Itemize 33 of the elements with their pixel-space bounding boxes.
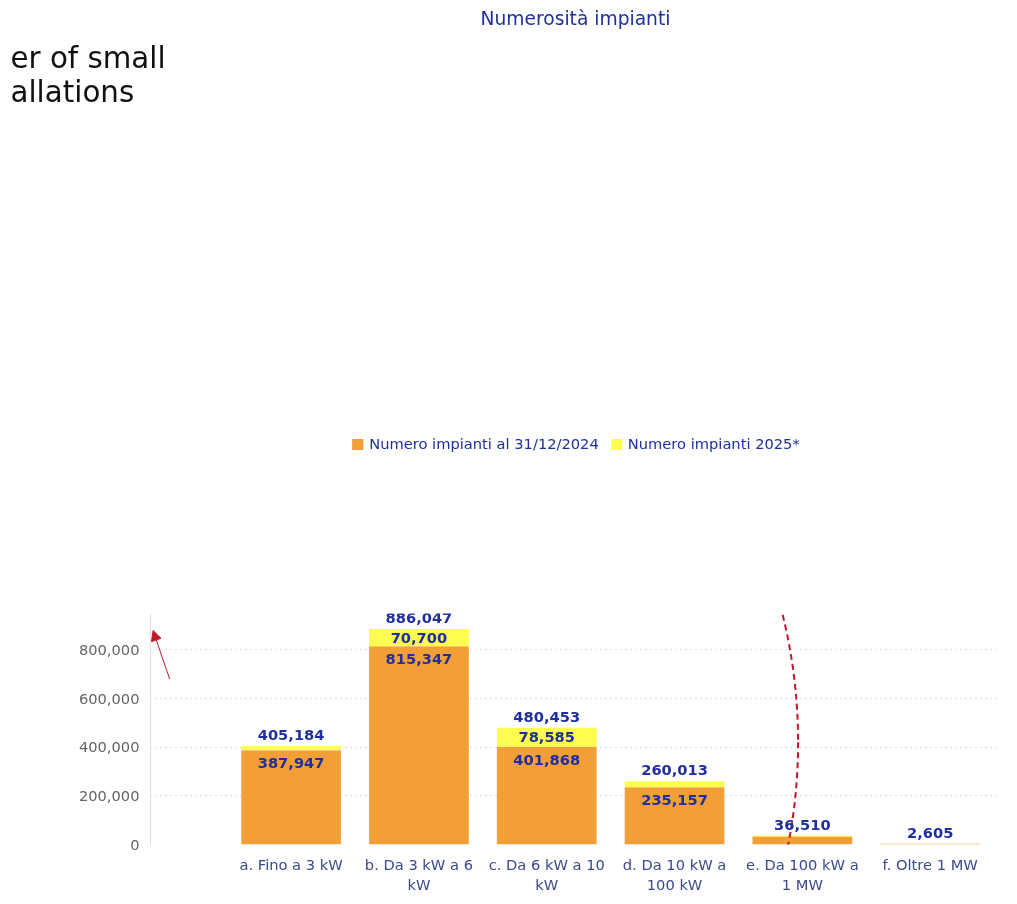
bar	[241, 745, 341, 751]
x-tick-label: c. Da 6 kW a 10 kW	[488, 855, 605, 893]
bar	[369, 646, 469, 845]
total-label: 2,605	[907, 823, 954, 841]
bar	[241, 750, 341, 845]
y-tick-label: 0	[130, 835, 140, 853]
data-label: 815,347	[385, 650, 453, 668]
data-label: 401,868	[513, 750, 581, 768]
x-tick-label: f. Oltre 1 MW	[882, 855, 979, 873]
y-tick-label: 800,000	[78, 640, 140, 658]
x-tick-label: e. Da 100 kW a 1 MW	[746, 855, 859, 893]
chart-title: Numerosità impianti	[480, 7, 671, 29]
x-tick-label: d. Da 10 kW a 100 kW	[622, 855, 727, 893]
x-tick-label: b. Da 3 kW a 6 kW	[364, 855, 473, 893]
bar	[752, 836, 853, 845]
total-label: 480,453	[513, 707, 581, 725]
data-label: 70,700	[390, 628, 448, 646]
bar	[624, 781, 725, 788]
data-label: 235,157	[641, 791, 708, 809]
text: er of small allations	[10, 40, 166, 109]
bar	[496, 746, 597, 845]
bar	[624, 787, 725, 845]
y-tick-label: 600,000	[78, 689, 140, 707]
data-label: 387,947	[257, 754, 325, 772]
total-label: 405,184	[257, 725, 325, 743]
x-tick-label: a. Fino a 3 kW	[239, 855, 344, 873]
data-label: 78,585	[518, 728, 576, 746]
total-label: 36,510	[774, 815, 831, 833]
total-label: 260,013	[641, 761, 708, 779]
y-tick-label: 400,000	[78, 738, 140, 756]
legend-label: Numero impianti 2025*	[627, 435, 800, 452]
legend-label: Numero impianti al 31/12/2024	[369, 435, 599, 452]
y-tick-label: 200,000	[78, 786, 140, 804]
